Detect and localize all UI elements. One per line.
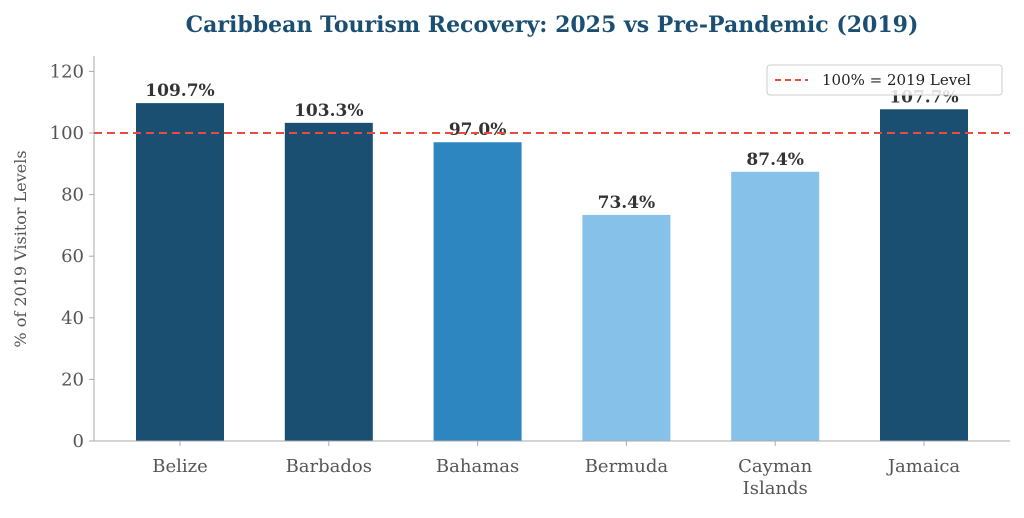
bar — [284, 122, 373, 441]
bar-value-label: 109.7% — [145, 81, 214, 101]
bar-value-label: 73.4% — [598, 193, 656, 213]
bar-value-label: 87.4% — [746, 150, 804, 170]
bar — [433, 142, 522, 442]
y-tick-label: 20 — [61, 369, 84, 390]
bar — [880, 109, 968, 441]
x-tick-label: Cayman Islands — [738, 456, 812, 499]
y-tick-label: 80 — [61, 185, 84, 206]
x-tick-label: Belize — [152, 456, 208, 477]
x-tick-label: Bahamas — [436, 456, 519, 477]
y-tick-label: 120 — [50, 61, 84, 82]
chart-title: Caribbean Tourism Recovery: 2025 vs Pre-… — [186, 12, 919, 38]
x-tick-label: Bermuda — [585, 456, 669, 477]
bar — [136, 103, 224, 442]
legend: 100% = 2019 Level — [766, 64, 1003, 96]
bar-value-label: 97.0% — [449, 120, 507, 140]
y-tick-label: 60 — [61, 246, 84, 267]
bar-value-label: 103.3% — [294, 101, 363, 121]
y-tick-label: 40 — [61, 308, 84, 329]
bar — [582, 214, 671, 441]
y-tick-label: 100 — [50, 123, 84, 144]
bar — [731, 171, 820, 442]
y-tick-label: 0 — [73, 431, 84, 452]
legend-label: 100% = 2019 Level — [822, 71, 971, 89]
x-tick-label: Jamaica — [886, 456, 961, 477]
y-axis-label: % of 2019 Visitor Levels — [11, 150, 30, 347]
x-tick-label: Barbados — [286, 456, 372, 477]
